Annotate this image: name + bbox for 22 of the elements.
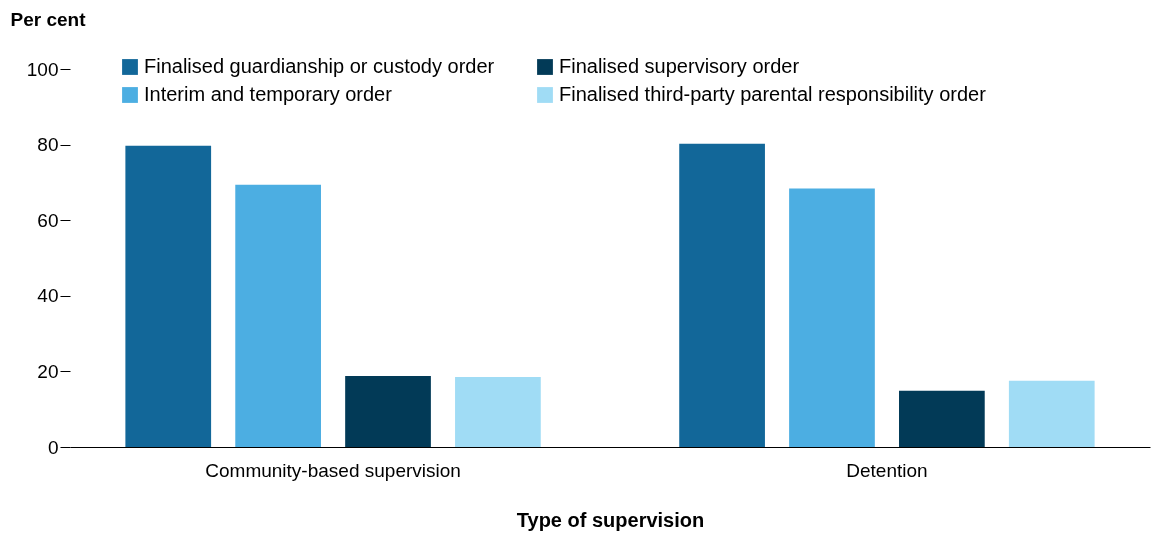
bar	[125, 145, 212, 447]
bar	[345, 375, 431, 447]
y-tick-label: 100	[26, 58, 59, 80]
bar	[899, 390, 985, 447]
y-tick-label: 20	[37, 360, 59, 382]
y-tick-label: 80	[37, 134, 59, 156]
y-tick-label: 40	[37, 285, 59, 307]
x-tick-label: Detention	[846, 459, 928, 481]
y-tick-label: 60	[37, 209, 59, 231]
bar	[1008, 380, 1095, 447]
bar	[679, 143, 765, 447]
x-axis-title: Type of supervision	[516, 508, 705, 531]
legend-label: Interim and temporary order	[144, 83, 393, 105]
legend-label: Finalised supervisory order	[559, 55, 800, 77]
x-tick-label: Community-based supervision	[205, 459, 461, 481]
y-tick-label: 0	[47, 436, 59, 458]
bar	[235, 184, 321, 447]
y-axis-title: Per cent	[10, 8, 87, 30]
bar	[789, 188, 875, 447]
legend-label: Finalised guardianship or custody order	[144, 55, 495, 77]
bar	[455, 377, 541, 447]
legend-label: Finalised third-party parental responsibility order	[559, 83, 987, 105]
